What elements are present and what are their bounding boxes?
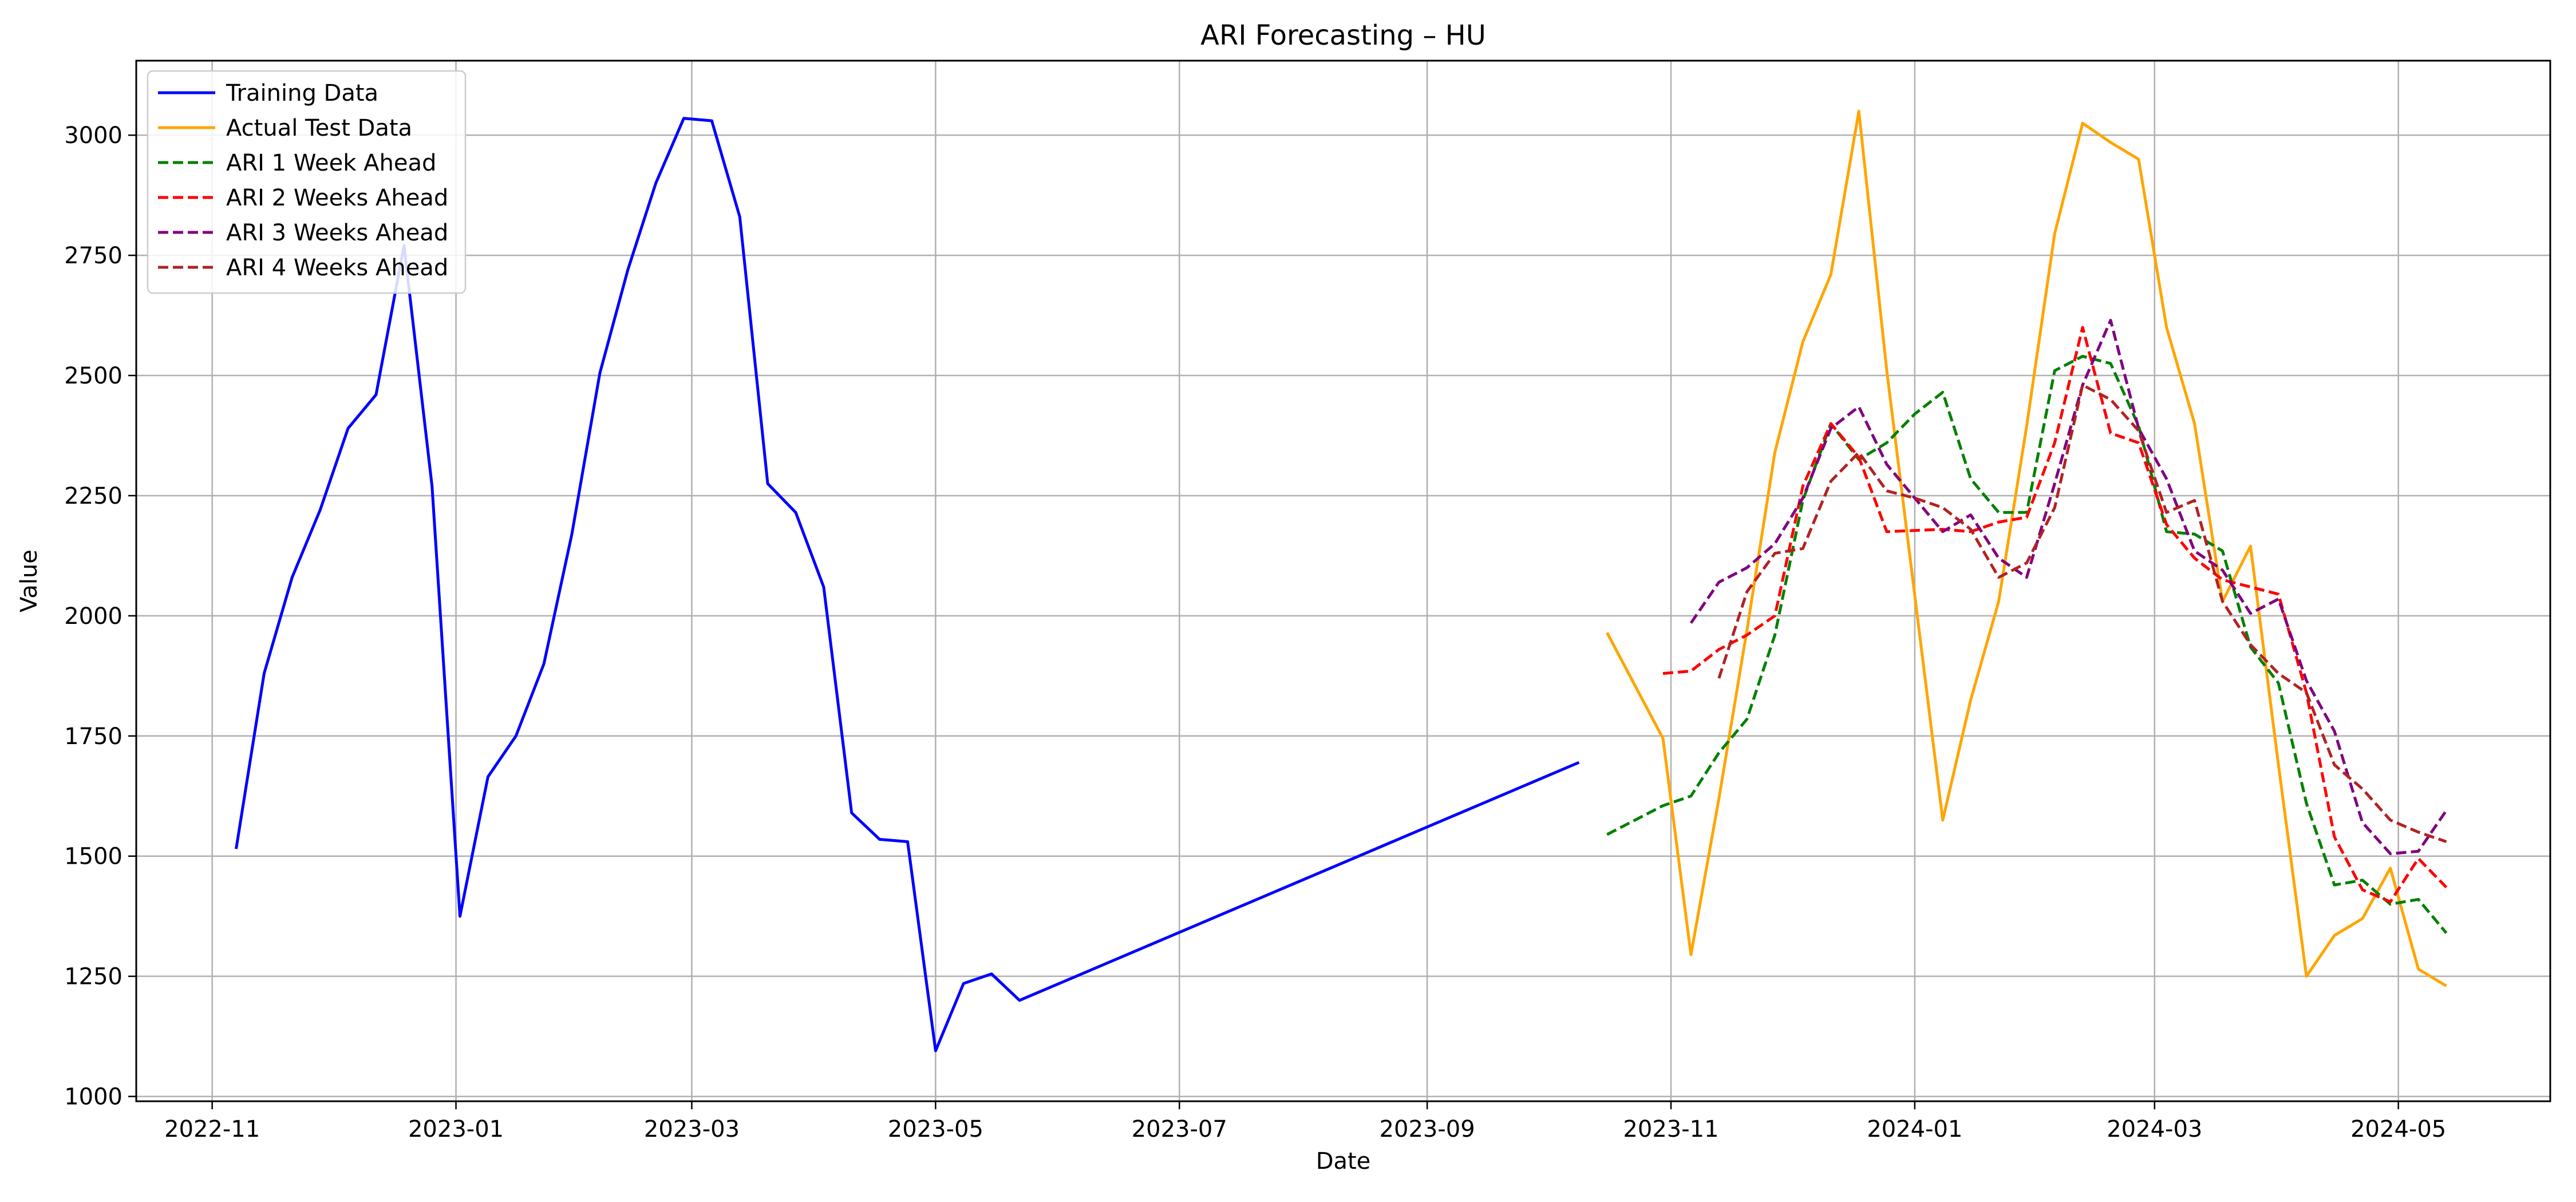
legend-label: Training Data — [226, 80, 378, 106]
x-tick-label: 2024-01 — [1867, 1116, 1962, 1142]
y-tick-label: 3000 — [64, 122, 123, 149]
x-axis-title: Date — [1316, 1148, 1371, 1175]
plot-frame — [135, 60, 2551, 1102]
x-tick-label: 2024-03 — [2107, 1116, 2202, 1142]
series-line-ari-3-weeks-ahead — [1689, 319, 2448, 855]
y-axis-title: Value — [16, 549, 42, 612]
y-tick-label: 2500 — [64, 363, 123, 389]
chart-title: ARI Forecasting – HU — [1200, 19, 1486, 52]
series-line-training-data — [235, 117, 1580, 1053]
series-layer — [235, 109, 2448, 1053]
x-tick-label: 2023-01 — [408, 1116, 504, 1142]
x-tick-label: 2023-09 — [1380, 1116, 1475, 1142]
y-tick-label: 2000 — [64, 603, 123, 630]
y-tick-label: 1000 — [64, 1084, 123, 1110]
y-tick-label: 1500 — [64, 844, 123, 870]
legend-label: ARI 3 Weeks Ahead — [226, 220, 448, 246]
y-tick-label: 1250 — [64, 964, 123, 990]
x-tick-label: 2023-07 — [1132, 1116, 1227, 1142]
y-tick-label: 2750 — [64, 243, 123, 269]
legend-box — [147, 70, 467, 294]
series-line-ari-4-weeks-ahead — [1717, 383, 2447, 843]
series-line-actual-test-data — [1606, 109, 2447, 987]
x-tick-label: 2023-05 — [888, 1116, 983, 1142]
legend-label: ARI 1 Week Ahead — [226, 150, 436, 176]
y-tick-label: 2250 — [64, 483, 123, 509]
y-axis-ticks: 1000 1250 1500 1750 2000 2250 2500 2750 3000 — [64, 122, 136, 1110]
x-tick-label: 2023-11 — [1623, 1116, 1718, 1142]
x-tick-label: 2022-11 — [164, 1116, 260, 1142]
legend: Training Data Actual Test Data ARI 1 Week … — [147, 70, 467, 294]
x-axis-ticks: 2022-11 2023-01 2023-03 2023-05 2023-07 2023-… — [164, 1101, 2446, 1142]
series-line-ari-2-weeks-ahead — [1662, 326, 2448, 903]
y-tick-label: 1750 — [64, 723, 123, 750]
series-line-ari-1-week-ahead — [1606, 354, 2448, 934]
grid-layer — [136, 61, 2550, 1101]
legend-label: ARI 2 Weeks Ahead — [226, 185, 448, 211]
legend-label: ARI 4 Weeks Ahead — [226, 255, 448, 281]
legend-label: Actual Test Data — [226, 115, 412, 141]
x-tick-label: 2024-05 — [2350, 1116, 2446, 1142]
x-tick-label: 2023-03 — [644, 1116, 740, 1142]
